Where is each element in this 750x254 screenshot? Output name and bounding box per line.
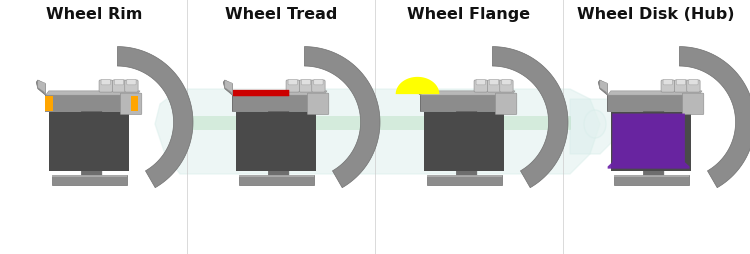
- Polygon shape: [396, 77, 439, 95]
- Polygon shape: [608, 114, 689, 169]
- FancyBboxPatch shape: [130, 96, 139, 112]
- Polygon shape: [224, 81, 232, 112]
- FancyBboxPatch shape: [127, 80, 136, 86]
- Polygon shape: [493, 47, 568, 188]
- Polygon shape: [74, 112, 108, 184]
- FancyBboxPatch shape: [502, 80, 511, 86]
- FancyBboxPatch shape: [112, 81, 125, 93]
- Polygon shape: [46, 96, 141, 112]
- FancyBboxPatch shape: [500, 81, 513, 93]
- Text: Wheel Rim: Wheel Rim: [46, 7, 142, 22]
- FancyBboxPatch shape: [427, 176, 502, 178]
- Text: Wheel Flange: Wheel Flange: [407, 7, 530, 22]
- Text: Wheel Tread: Wheel Tread: [225, 7, 338, 22]
- FancyBboxPatch shape: [488, 81, 500, 93]
- Polygon shape: [421, 91, 515, 96]
- FancyBboxPatch shape: [489, 80, 499, 86]
- FancyBboxPatch shape: [474, 81, 488, 93]
- FancyBboxPatch shape: [179, 117, 571, 131]
- Polygon shape: [570, 100, 620, 154]
- FancyBboxPatch shape: [674, 81, 688, 93]
- FancyBboxPatch shape: [687, 81, 700, 93]
- FancyBboxPatch shape: [682, 94, 703, 115]
- FancyBboxPatch shape: [286, 81, 299, 93]
- Polygon shape: [155, 90, 600, 174]
- Polygon shape: [600, 81, 608, 96]
- Polygon shape: [614, 176, 689, 185]
- Polygon shape: [608, 91, 702, 96]
- Polygon shape: [424, 113, 504, 171]
- Polygon shape: [421, 96, 516, 112]
- Polygon shape: [427, 176, 502, 185]
- Polygon shape: [232, 96, 328, 112]
- Polygon shape: [680, 47, 750, 188]
- Ellipse shape: [584, 110, 606, 138]
- Polygon shape: [411, 81, 421, 112]
- FancyBboxPatch shape: [476, 80, 485, 86]
- FancyBboxPatch shape: [614, 176, 689, 178]
- FancyBboxPatch shape: [124, 81, 138, 93]
- FancyBboxPatch shape: [661, 81, 674, 93]
- FancyBboxPatch shape: [302, 80, 310, 86]
- Polygon shape: [448, 112, 483, 184]
- Polygon shape: [304, 47, 380, 188]
- Polygon shape: [36, 81, 46, 112]
- FancyBboxPatch shape: [688, 80, 698, 86]
- Polygon shape: [598, 81, 608, 112]
- FancyBboxPatch shape: [299, 81, 313, 93]
- FancyBboxPatch shape: [663, 80, 672, 86]
- FancyBboxPatch shape: [120, 94, 142, 115]
- FancyBboxPatch shape: [45, 96, 53, 112]
- Polygon shape: [236, 113, 316, 171]
- Polygon shape: [608, 96, 703, 112]
- Polygon shape: [118, 47, 193, 188]
- Polygon shape: [636, 112, 670, 184]
- Polygon shape: [261, 112, 295, 184]
- Polygon shape: [232, 91, 327, 96]
- FancyBboxPatch shape: [288, 80, 297, 86]
- Polygon shape: [225, 81, 232, 96]
- FancyBboxPatch shape: [101, 80, 110, 86]
- Polygon shape: [413, 81, 421, 96]
- Polygon shape: [610, 113, 691, 171]
- FancyBboxPatch shape: [233, 90, 290, 97]
- FancyBboxPatch shape: [99, 81, 112, 93]
- Text: Wheel Disk (Hub): Wheel Disk (Hub): [578, 7, 735, 22]
- FancyBboxPatch shape: [314, 80, 323, 86]
- FancyBboxPatch shape: [114, 80, 124, 86]
- FancyBboxPatch shape: [676, 80, 686, 86]
- FancyBboxPatch shape: [52, 176, 127, 178]
- FancyBboxPatch shape: [308, 94, 328, 115]
- Polygon shape: [46, 91, 140, 96]
- Polygon shape: [38, 81, 46, 96]
- FancyBboxPatch shape: [495, 94, 517, 115]
- Polygon shape: [52, 176, 127, 185]
- FancyBboxPatch shape: [312, 81, 325, 93]
- Polygon shape: [239, 176, 314, 185]
- Polygon shape: [49, 113, 129, 171]
- FancyBboxPatch shape: [239, 176, 314, 178]
